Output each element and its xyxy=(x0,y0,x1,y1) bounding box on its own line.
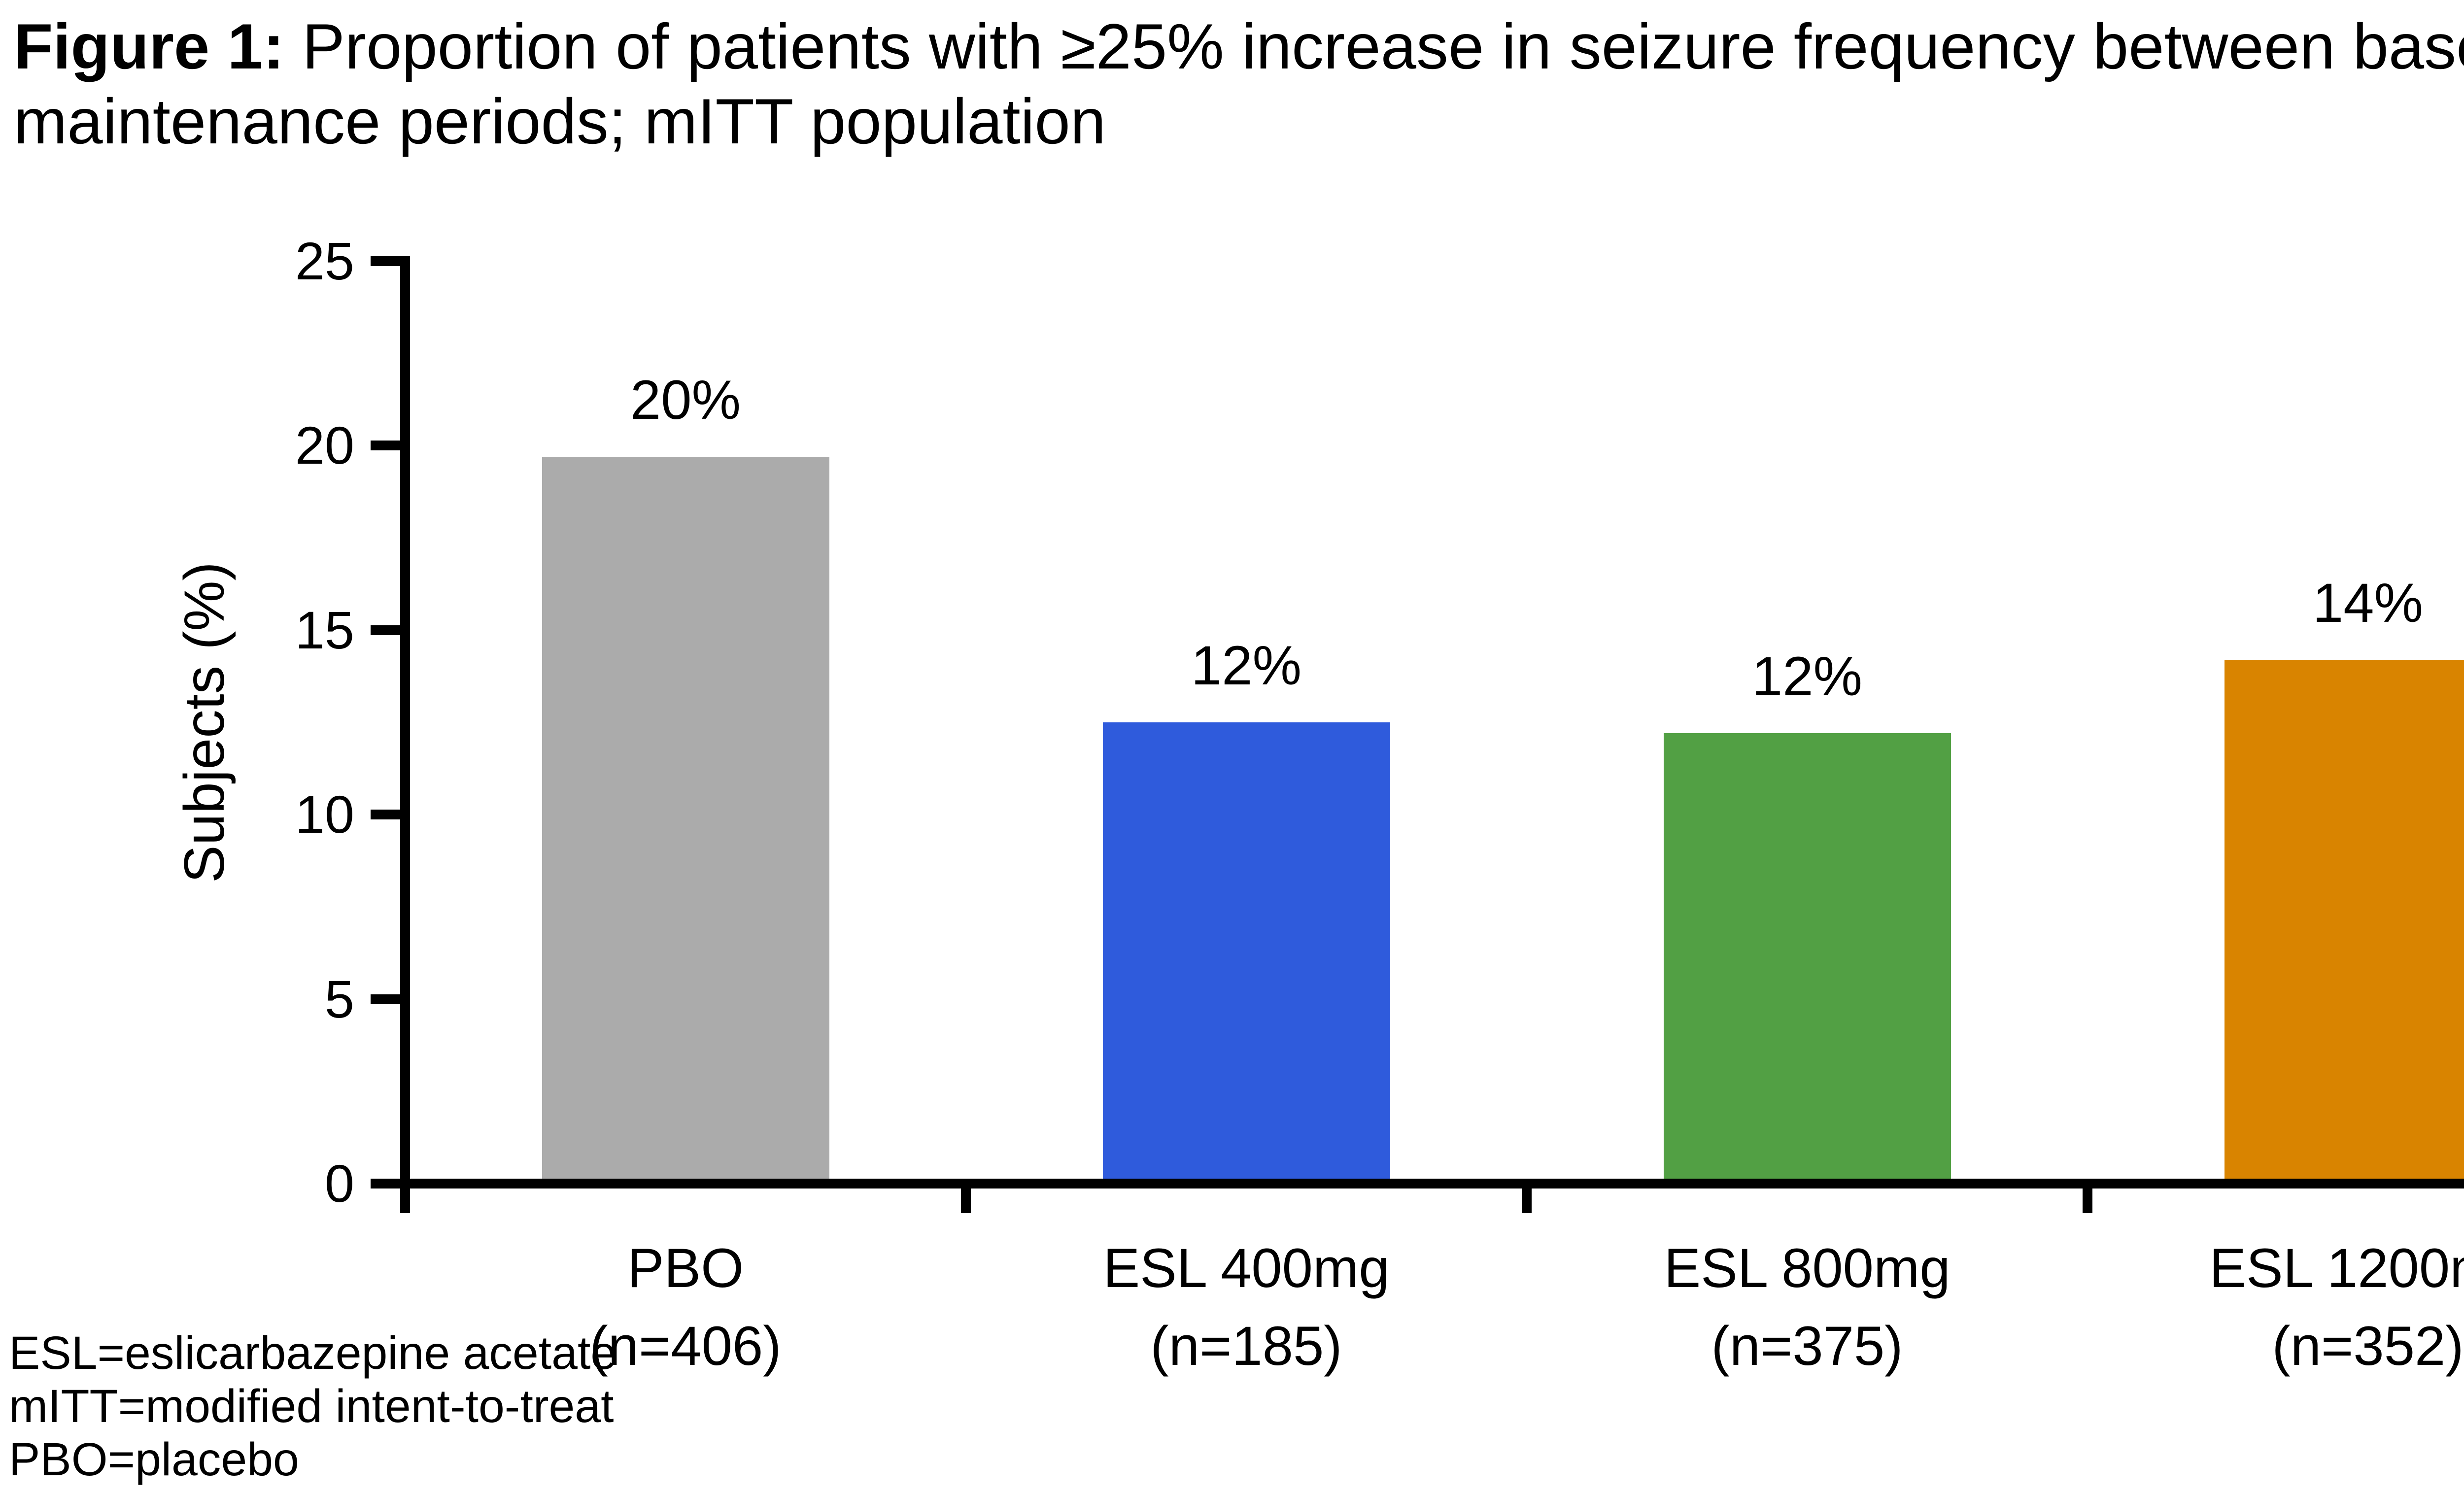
footnote-esl: ESL=eslicarbazepine acetate xyxy=(9,1327,617,1379)
footnote-mitt: mITT=modified intent-to-treat xyxy=(9,1380,614,1432)
category-label: ESL 800mg (n=375) xyxy=(1527,1229,2088,1385)
category-n: (n=352) xyxy=(2272,1315,2464,1377)
y-axis-tick-label: 20 xyxy=(295,415,354,475)
x-axis-tick xyxy=(1522,1188,1532,1213)
category-label: ESL 1200mg (n=352) xyxy=(2088,1229,2464,1385)
bar-esl-800mg xyxy=(1663,733,1951,1179)
y-axis-line xyxy=(400,256,410,1213)
category-name: ESL 1200mg xyxy=(2209,1237,2464,1299)
category-name: ESL 400mg xyxy=(1103,1237,1390,1299)
y-axis-tick-label: 5 xyxy=(324,969,354,1029)
bar-pbo xyxy=(542,456,829,1179)
category-name: PBO xyxy=(627,1237,744,1299)
x-axis-tick xyxy=(961,1188,971,1213)
bar-value-label: 12% xyxy=(1191,635,1302,696)
category-n: (n=375) xyxy=(1711,1315,1903,1377)
bar-esl-400mg xyxy=(1102,722,1390,1179)
figure-title: Figure 1: Proportion of patients with ≥2… xyxy=(14,9,2464,159)
category-n: (n=185) xyxy=(1150,1315,1342,1377)
y-axis-tick-label: 0 xyxy=(324,1154,354,1213)
category-name: ESL 800mg xyxy=(1664,1237,1951,1299)
x-axis-line xyxy=(371,1179,2464,1188)
bar-esl-1200mg xyxy=(2224,659,2464,1179)
figure-title-line2: maintenance periods; mITT population xyxy=(14,85,1106,157)
category-label: ESL 400mg (n=185) xyxy=(966,1229,1527,1385)
footnotes: ESL=eslicarbazepine acetate mITT=modifie… xyxy=(9,1326,616,1486)
figure-title-line1-text: Proportion of patients with ≥25% increas… xyxy=(302,10,2464,82)
footnote-pbo: PBO=placebo xyxy=(9,1433,299,1486)
bar-value-label: 12% xyxy=(1751,645,1863,708)
category-n: (n=406) xyxy=(589,1315,782,1377)
y-axis-tick-label: 25 xyxy=(295,231,354,291)
y-axis-tick-label: 15 xyxy=(295,600,354,660)
bar-value-label: 20% xyxy=(630,369,741,431)
x-axis-tick xyxy=(2083,1188,2092,1213)
bar-value-label: 14% xyxy=(2312,572,2424,634)
figure-title-line1: Figure 1: Proportion of patients with ≥2… xyxy=(14,9,2464,84)
figure-title-prefix: Figure 1: xyxy=(14,10,284,82)
category-label: PBO (n=406) xyxy=(405,1229,966,1385)
y-axis-tick-label: 10 xyxy=(295,784,354,845)
